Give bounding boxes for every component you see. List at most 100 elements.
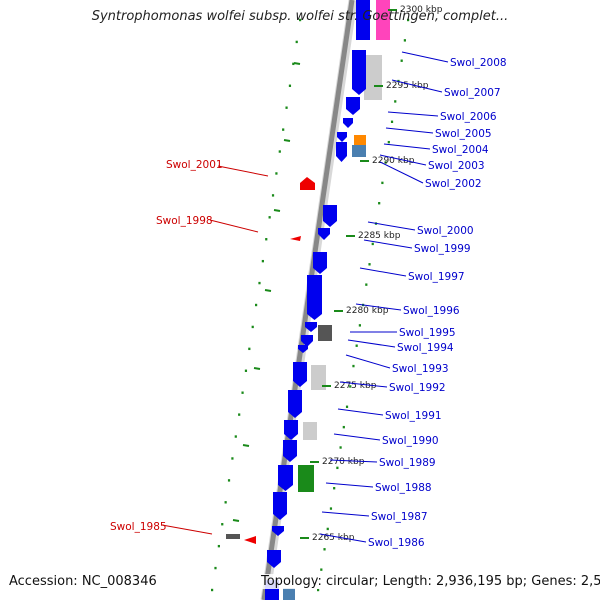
guide-tick xyxy=(293,62,301,65)
inner-guide-dot xyxy=(248,347,251,351)
gene-label-swol_1985[interactable]: Swol_1985 xyxy=(110,521,167,533)
kbp-tick-label: 2280 kbp xyxy=(346,306,389,316)
gene-arrow[interactable] xyxy=(307,275,322,320)
outer-guide-dot xyxy=(349,385,352,388)
outer-guide-dot xyxy=(365,283,368,286)
gene-leader-line xyxy=(209,219,259,233)
guide-tick xyxy=(264,289,272,292)
gene-arrow[interactable] xyxy=(298,345,308,353)
inner-guide-dot xyxy=(244,369,248,372)
gene-leader-line xyxy=(401,51,449,63)
gene-leader-line xyxy=(321,511,370,517)
gene-label-swol_2003[interactable]: Swol_2003 xyxy=(428,160,485,172)
gene-block[interactable] xyxy=(352,145,366,157)
gene-leader-line xyxy=(325,482,374,488)
gene-leader-line xyxy=(339,381,388,388)
gene-arrow[interactable] xyxy=(284,420,298,440)
inner-guide-dot xyxy=(217,544,220,548)
inner-guide-dot xyxy=(227,479,231,482)
gene-leader-line xyxy=(333,433,381,441)
guide-tick xyxy=(253,367,261,370)
outer-guide-dot xyxy=(333,487,336,490)
gene-arrow[interactable] xyxy=(301,335,313,347)
gene-label-swol_2000[interactable]: Swol_2000 xyxy=(417,225,474,237)
gene-leader-line xyxy=(161,524,213,535)
inner-guide-dot xyxy=(265,238,268,241)
outer-guide-dot xyxy=(358,324,361,327)
gene-block[interactable] xyxy=(364,55,382,100)
outer-guide-dot xyxy=(320,568,323,571)
gene-label-swol_2001[interactable]: Swol_2001 xyxy=(166,159,223,171)
gene-label-swol_1996[interactable]: Swol_1996 xyxy=(403,305,460,317)
outer-guide-dot xyxy=(336,466,339,470)
gene-arrow[interactable] xyxy=(273,492,287,520)
gene-label-swol_2002[interactable]: Swol_2002 xyxy=(425,178,482,190)
inner-guide-dot xyxy=(271,194,275,197)
outer-guide-dot xyxy=(345,405,349,408)
gene-label-swol_1999[interactable]: Swol_1999 xyxy=(414,243,471,255)
inner-guide-dot xyxy=(258,281,261,285)
gene-label-swol_1988[interactable]: Swol_1988 xyxy=(375,482,432,494)
inner-guide-dot xyxy=(231,457,234,460)
gene-arrow[interactable] xyxy=(336,142,347,162)
reverse-gene[interactable] xyxy=(290,236,301,241)
gene-block[interactable] xyxy=(356,0,370,40)
gene-arrow[interactable] xyxy=(305,322,317,332)
gene-arrow[interactable] xyxy=(283,440,297,462)
gene-label-swol_1993[interactable]: Swol_1993 xyxy=(392,363,449,375)
inner-guide-dot xyxy=(278,150,281,153)
inner-guide-dot xyxy=(299,18,302,22)
gene-arrow[interactable] xyxy=(293,362,307,387)
gene-arrow[interactable] xyxy=(267,550,281,568)
gene-leader-line xyxy=(379,154,427,166)
gene-leader-line xyxy=(379,161,424,184)
gene-arrow[interactable] xyxy=(337,132,347,142)
outer-guide-dot xyxy=(387,140,390,144)
gene-label-swol_1995[interactable]: Swol_1995 xyxy=(399,327,456,339)
gene-arrow[interactable] xyxy=(288,390,302,418)
reverse-gene[interactable] xyxy=(244,536,256,544)
gene-arrow[interactable] xyxy=(343,118,353,128)
gene-arrow[interactable] xyxy=(323,205,337,227)
gene-label-swol_2008[interactable]: Swol_2008 xyxy=(450,57,507,69)
kbp-tick-label: 2270 kbp xyxy=(322,457,365,467)
gene-label-swol_2006[interactable]: Swol_2006 xyxy=(440,111,497,123)
gene-label-swol_1992[interactable]: Swol_1992 xyxy=(389,382,446,394)
kbp-tick-label: 2285 kbp xyxy=(358,231,401,241)
gene-leader-line xyxy=(383,143,431,150)
gene-leader-line xyxy=(337,408,384,416)
gene-block[interactable] xyxy=(303,422,317,440)
gene-arrow[interactable] xyxy=(278,465,293,491)
gene-arrow[interactable] xyxy=(272,526,284,536)
gene-block[interactable] xyxy=(376,0,390,40)
reverse-gene[interactable] xyxy=(300,177,315,190)
gene-label-swol_1989[interactable]: Swol_1989 xyxy=(379,457,436,469)
gene-label-swol_1994[interactable]: Swol_1994 xyxy=(397,342,454,354)
gene-label-swol_2004[interactable]: Swol_2004 xyxy=(432,144,489,156)
gene-leader-line xyxy=(329,459,378,463)
outer-guide-dot xyxy=(394,100,397,103)
gene-label-swol_1998[interactable]: Swol_1998 xyxy=(156,215,213,227)
gene-block[interactable] xyxy=(298,465,314,492)
gene-arrow[interactable] xyxy=(352,50,366,95)
gene-label-swol_1997[interactable]: Swol_1997 xyxy=(408,271,465,283)
topology-label: Topology: circular; Length: 2,936,195 bp… xyxy=(259,574,600,589)
guide-tick xyxy=(232,519,240,522)
gene-block[interactable] xyxy=(354,135,366,145)
gene-arrow[interactable] xyxy=(346,97,360,115)
gene-label-swol_1990[interactable]: Swol_1990 xyxy=(382,435,439,447)
gene-arrow[interactable] xyxy=(313,252,327,274)
reverse-gene[interactable] xyxy=(226,534,240,539)
outer-guide-dot xyxy=(390,120,394,123)
gene-label-swol_1987[interactable]: Swol_1987 xyxy=(371,511,428,523)
gene-block[interactable] xyxy=(283,588,295,600)
gene-label-swol_1991[interactable]: Swol_1991 xyxy=(385,410,442,422)
guide-tick xyxy=(273,209,281,212)
gene-label-swol_2005[interactable]: Swol_2005 xyxy=(435,128,492,140)
gene-label-swol_1986[interactable]: Swol_1986 xyxy=(368,537,425,549)
gene-arrow[interactable] xyxy=(318,228,330,240)
gene-block[interactable] xyxy=(318,325,332,341)
gene-label-swol_2007[interactable]: Swol_2007 xyxy=(444,87,501,99)
gene-block[interactable] xyxy=(311,365,326,390)
